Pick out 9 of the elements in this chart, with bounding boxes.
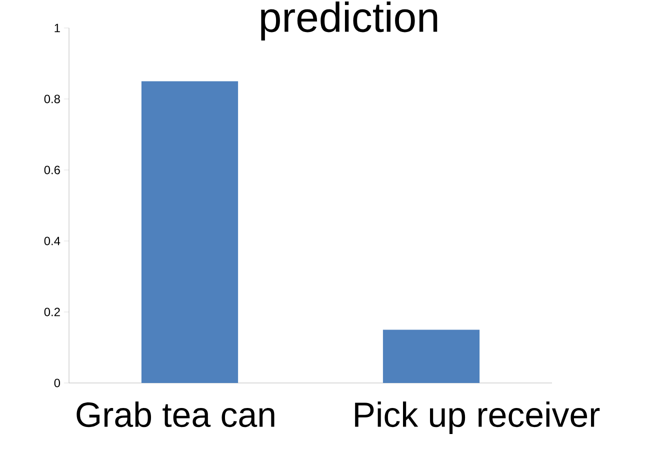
y-tick-label: 0.8 xyxy=(44,94,60,104)
y-tick-label: 0.6 xyxy=(44,166,60,174)
y-tick-label: 1 xyxy=(54,24,60,32)
x-tick-label: Pick up receiver xyxy=(355,402,600,434)
y-tick-label: 0.2 xyxy=(44,308,60,316)
y-tick-label: 0.4 xyxy=(44,236,60,246)
x-tick-label: Grab tea can xyxy=(76,402,274,428)
y-tick-label: 0 xyxy=(54,378,60,388)
chart-title: prediction xyxy=(261,1,438,40)
